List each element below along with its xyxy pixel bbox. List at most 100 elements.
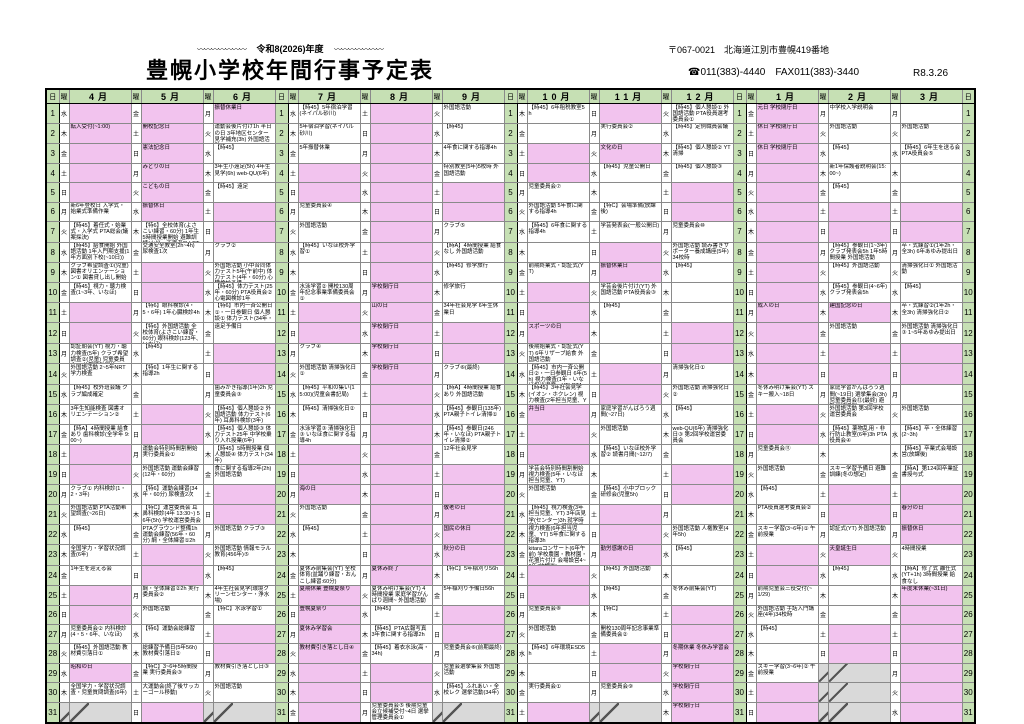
event-cell: 【時45】5年宿泊学習(ネイパル砂川) [297, 103, 361, 124]
event-cell [441, 322, 505, 344]
weekday-cell: 日 [745, 701, 757, 724]
weekday-cell: 水 [889, 282, 901, 303]
day-col-header: 日 [503, 88, 518, 104]
weekday-cell: 水 [287, 241, 299, 263]
event-cell: 特別教室(5年)5校時 外国語活動 [441, 162, 505, 184]
weekday-cell: 月 [817, 241, 829, 263]
weekday-cell: 月 [889, 383, 901, 406]
weekday-cell: 火 [889, 682, 901, 703]
weekday-cell: 木 [130, 503, 142, 526]
day-cell: 24 [503, 564, 518, 586]
weekday-cell: 木 [130, 221, 142, 243]
weekday-cell: 土 [130, 261, 142, 283]
event-cell: 【時45】修学旅行 [441, 261, 505, 283]
weekday-cell: 日 [130, 701, 142, 724]
day-cell: 27 [732, 624, 747, 645]
weekday-cell: 木 [516, 662, 528, 684]
month-header: 12月 [670, 88, 734, 104]
weekday-cell: 月 [431, 503, 443, 526]
event-cell [598, 103, 662, 124]
weekday-cell: 木 [745, 503, 757, 526]
event-cell [369, 122, 433, 145]
event-cell [670, 624, 734, 645]
event-cell: 【時A】4時間授業 給食あり 歯科検診(全学年 9:00~) [68, 424, 132, 446]
month-header: 2月 [827, 88, 891, 104]
weekday-cell: 火 [130, 464, 142, 486]
day-cell: 16 [45, 404, 60, 426]
event-cell: 児童委員会⑤ 後期児童会立候補受付~4日 選挙管理委員会① [369, 701, 433, 724]
event-cell [212, 484, 276, 505]
event-cell: 【時A】第124回卒業証書授与式 [899, 464, 963, 486]
event-cell: 振替休日 [140, 201, 204, 223]
weekday-cell: 金 [588, 624, 600, 645]
day-cell: 1 [274, 103, 289, 124]
event-cell [755, 282, 819, 303]
event-cell: 認証式(YT) 外国語活動 [827, 524, 891, 546]
weekday-cell: 日 [588, 524, 600, 546]
weekday-cell: 月 [202, 103, 214, 124]
event-cell: 【時45】個人懇談③ [670, 162, 734, 184]
weekday-cell: 金 [287, 282, 299, 303]
weekday-cell: 日 [202, 643, 214, 664]
weekday-cell: 木 [431, 424, 443, 446]
weekday-col-header: 曜 [660, 88, 672, 104]
day-col-header: 日 [45, 88, 60, 104]
day-cell: 29 [274, 662, 289, 684]
weekday-cell: 土 [202, 201, 214, 223]
weekday-cell: 土 [287, 584, 299, 606]
event-cell: 後期始業式・認証式(YT) 6年リザーブ給食 外国語活動 [526, 342, 590, 365]
event-cell [670, 201, 734, 223]
day-cell: 11 [45, 301, 60, 324]
event-cell [755, 241, 819, 263]
event-cell: 外国語活動 [899, 122, 963, 145]
day-cell: 5 [732, 182, 747, 203]
weekday-cell: 月 [287, 484, 299, 505]
day-cell: 13 [503, 342, 518, 365]
weekday-cell: 月 [889, 103, 901, 124]
weekday-cell: 土 [431, 182, 443, 203]
month-header: 11月 [598, 88, 662, 104]
day-cell: 31 [503, 701, 518, 724]
weekday-cell: 土 [660, 464, 672, 486]
event-cell [68, 162, 132, 184]
weekday-cell: 日 [889, 503, 901, 526]
event-cell: 【時45】 [755, 484, 819, 505]
weekday-cell: 日 [588, 103, 600, 124]
weekday-cell: 水 [359, 464, 371, 486]
weekday-cell: 金 [202, 182, 214, 203]
weekday-cell: 月 [588, 122, 600, 145]
weekday-cell: 火 [516, 201, 528, 223]
weekday-cell: 月 [745, 162, 757, 184]
weekday-cell: 土 [130, 682, 142, 703]
event-cell: 外国語活動 清掃強化日③ 1~5年あゆみ提出日 [899, 322, 963, 344]
day-cell: 23 [45, 544, 60, 566]
weekday-cell: 水 [660, 682, 672, 703]
weekday-cell: 金 [287, 701, 299, 724]
weekday-cell: 土 [817, 342, 829, 365]
weekday-cell: 水 [58, 524, 70, 546]
event-cell: 年度末休業(~31日) [899, 584, 963, 606]
weekday-cell: 月 [202, 524, 214, 546]
weekday-cell: 木 [202, 444, 214, 466]
event-cell: 休日 学校閉庁日 [755, 143, 819, 164]
event-cell [827, 604, 891, 626]
event-cell [140, 404, 204, 426]
month-header: 3月 [899, 88, 963, 104]
event-cell: 5年宿泊学習(ネイパル砂川) [297, 122, 361, 145]
event-cell [140, 701, 204, 724]
event-cell: 外国語活動 小中合同体力テスト5年(午前中) 体力テスト(4年・60分) 心臓検… [212, 261, 276, 283]
day-cell: 31 [45, 701, 60, 724]
event-cell [670, 282, 734, 303]
day-cell: 6 [45, 201, 60, 223]
event-cell [212, 643, 276, 664]
day-cell: 14 [274, 363, 289, 385]
weekday-cell: 日 [130, 564, 142, 586]
weekday-cell: 土 [359, 524, 371, 546]
event-cell [441, 484, 505, 505]
event-cell [68, 143, 132, 164]
day-cell: 19 [45, 464, 60, 486]
day-cell: 18 [274, 444, 289, 466]
weekday-cell: 水 [359, 322, 371, 344]
event-cell [68, 584, 132, 606]
weekday-cell: 金 [58, 564, 70, 586]
